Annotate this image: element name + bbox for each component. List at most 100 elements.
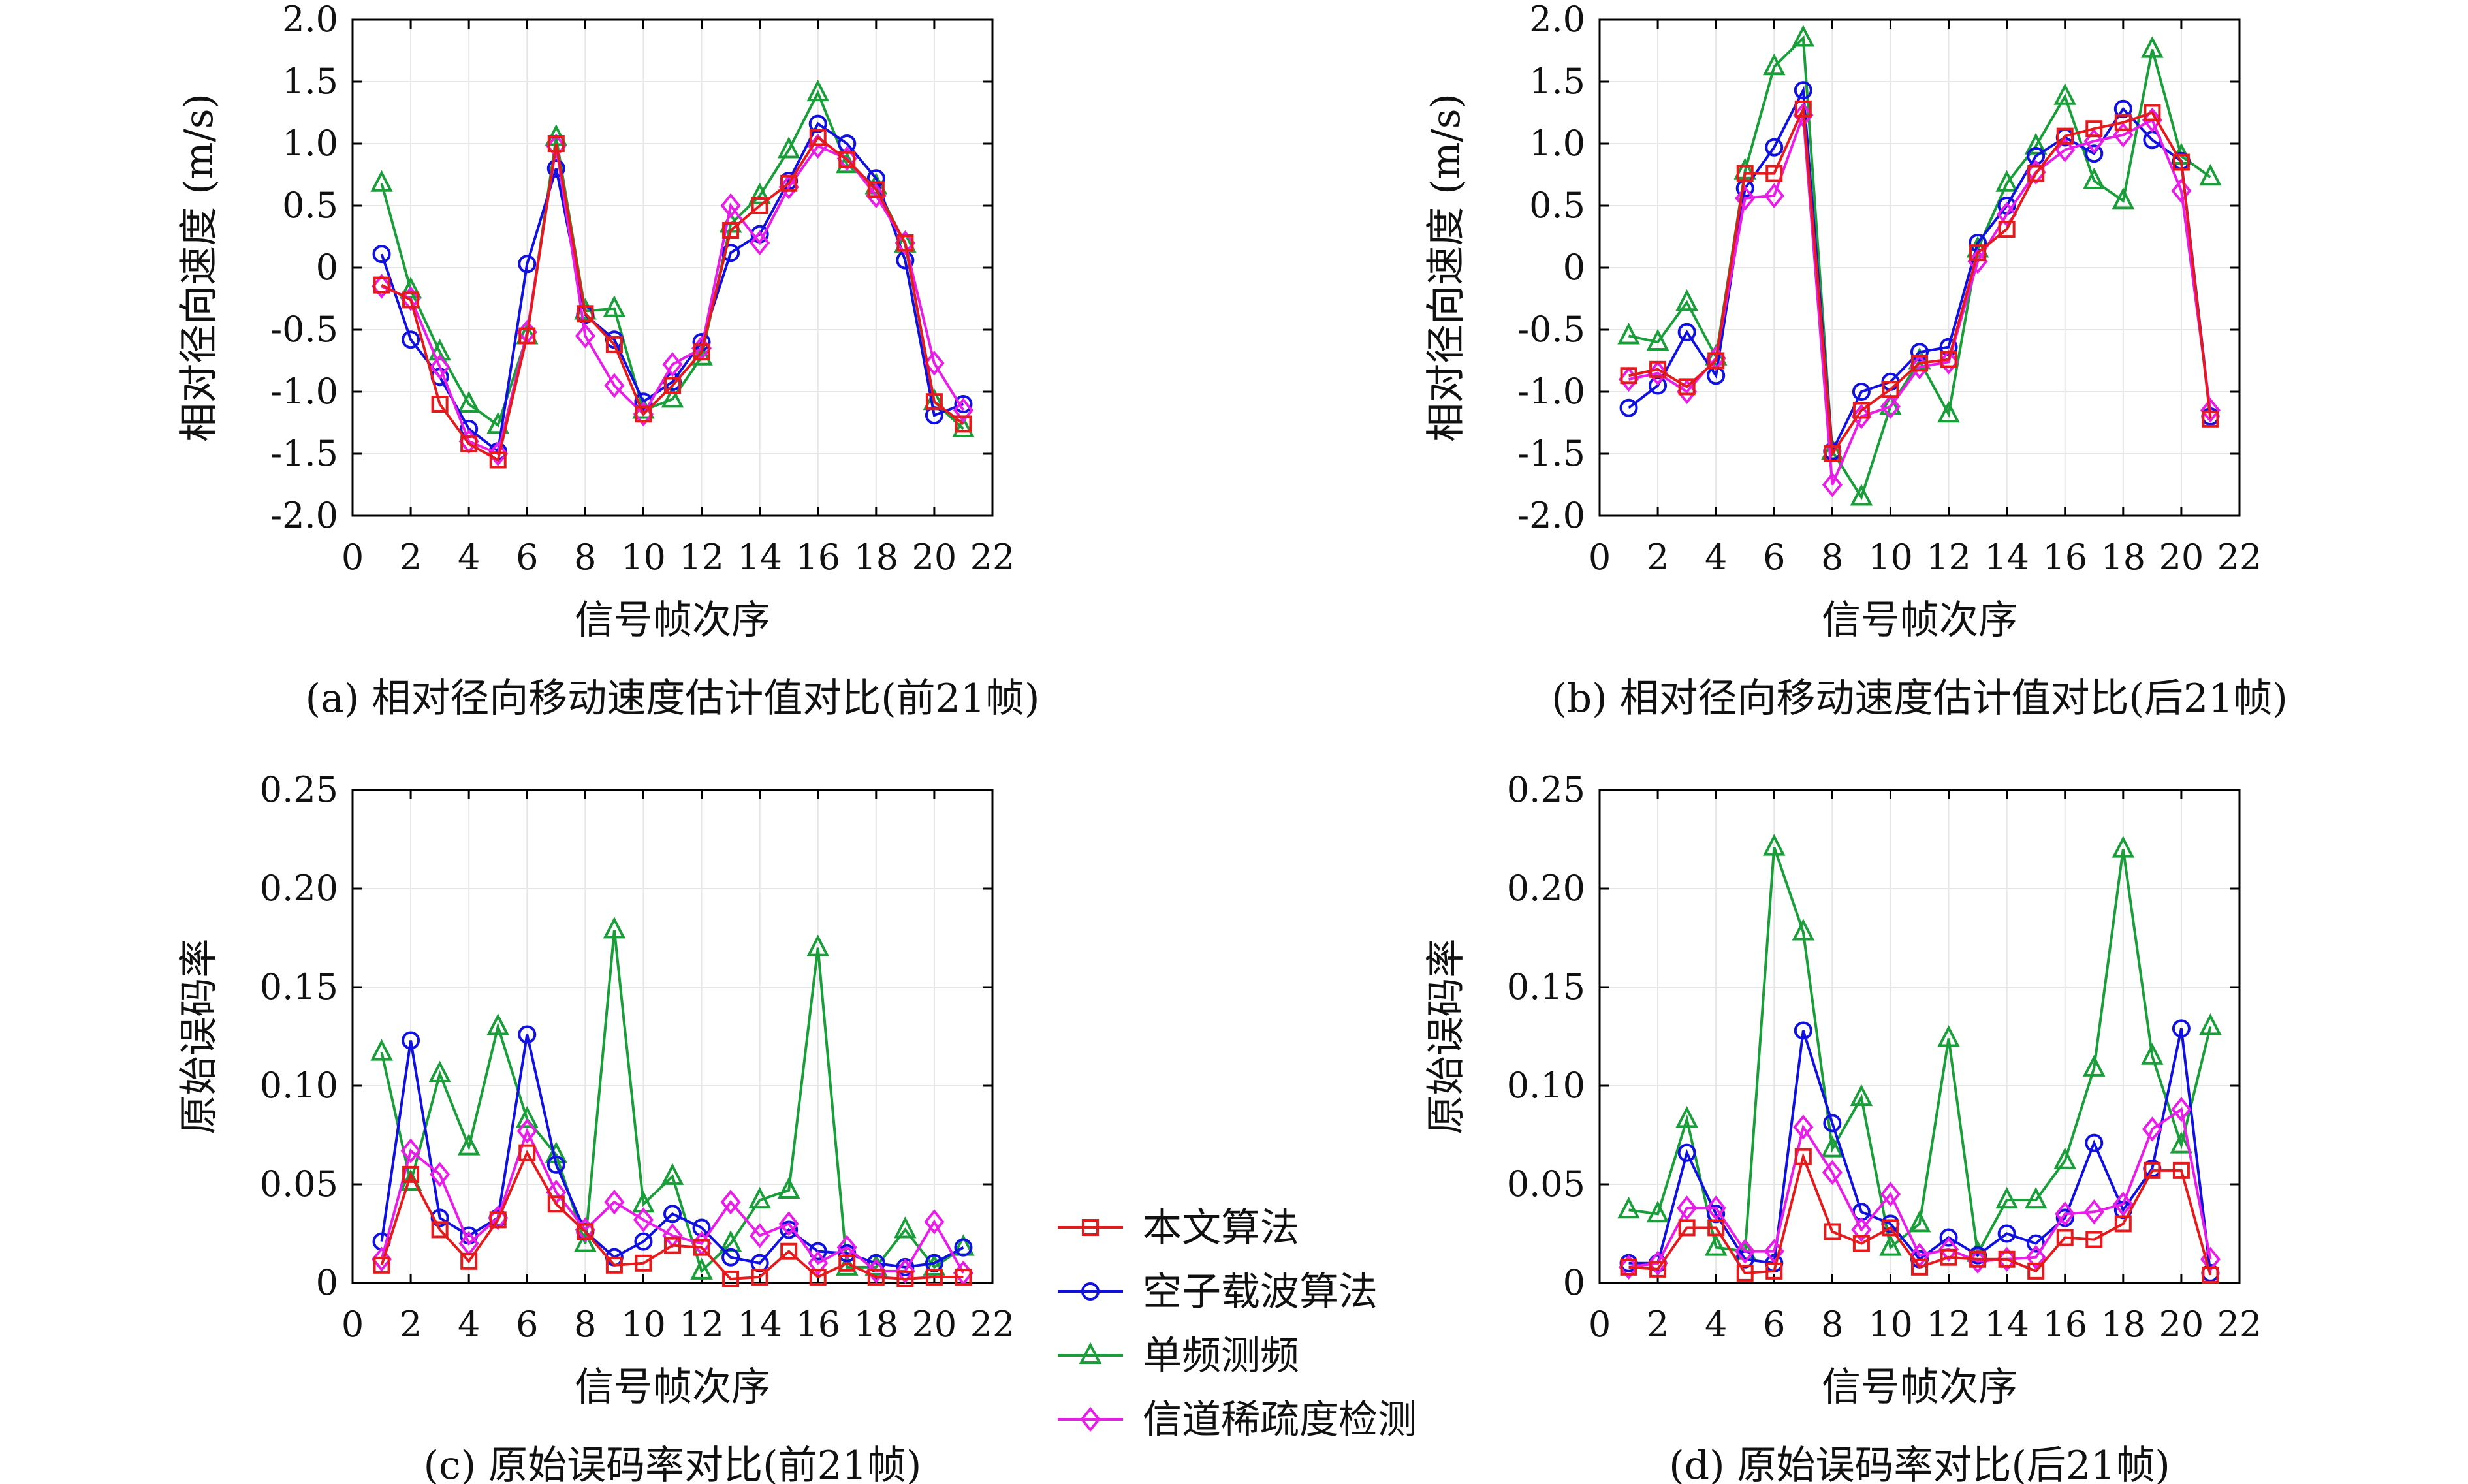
data-point <box>1938 1237 1959 1262</box>
data-point <box>1938 349 1959 375</box>
data-point <box>2114 1215 2132 1233</box>
y-tick-label: -1.0 <box>270 371 338 412</box>
data-point <box>720 1190 741 1215</box>
y-tick-label: -1.5 <box>1517 433 1585 474</box>
series-line <box>1628 103 2212 458</box>
data-point <box>2027 165 2045 182</box>
data-point <box>2141 1043 2164 1065</box>
series-subcarrier <box>1619 1019 2220 1282</box>
x-tick-label: 6 <box>516 1304 538 1345</box>
legend-entry-sparsity: 信道稀疏度检测 <box>1058 1397 1417 1443</box>
y-axis-label: 原始误码率 <box>1423 939 1469 1135</box>
y-tick-label: 1.5 <box>282 61 338 102</box>
data-point <box>2200 398 2221 423</box>
data-point <box>1677 323 1696 341</box>
x-tick-label: 4 <box>458 1304 480 1345</box>
data-point <box>2171 1097 2192 1122</box>
data-point <box>924 351 945 376</box>
data-point <box>748 1186 771 1209</box>
data-point <box>1707 352 1725 370</box>
data-point <box>2141 36 2164 58</box>
data-point <box>751 197 768 214</box>
data-point <box>664 1237 681 1254</box>
data-point <box>1617 323 1640 345</box>
x-tick-label: 6 <box>516 537 538 578</box>
data-point <box>402 1165 420 1183</box>
data-point <box>1998 1250 2016 1268</box>
legend-marker <box>1079 1342 1102 1364</box>
data-point <box>457 390 481 413</box>
data-point <box>1792 25 1815 47</box>
y-tick-label: 0.25 <box>260 769 338 810</box>
x-tick-label: 10 <box>1868 537 1913 578</box>
x-tick-label: 10 <box>1868 1304 1913 1345</box>
y-tick-label: 0 <box>1563 247 1585 288</box>
data-point <box>1620 367 1637 385</box>
x-tick-label: 18 <box>2100 1304 2145 1345</box>
x-tick-label: 16 <box>795 1304 840 1345</box>
data-point <box>806 934 830 956</box>
data-point <box>2113 122 2134 148</box>
data-point <box>1967 249 1988 274</box>
x-axis-label: 信号帧次序 <box>575 1365 770 1410</box>
x-axis-label: 信号帧次序 <box>1822 597 2017 643</box>
data-point <box>750 1223 770 1248</box>
data-point <box>720 193 741 219</box>
x-tick-label: 6 <box>1763 1304 1785 1345</box>
x-tick-label: 8 <box>574 537 596 578</box>
data-point <box>1705 1195 1726 1221</box>
y-tick-label: 0.15 <box>260 966 338 1007</box>
x-tick-label: 20 <box>2159 1304 2204 1345</box>
x-tick-label: 12 <box>1926 537 1971 578</box>
data-point <box>780 1220 799 1239</box>
data-point <box>402 291 420 309</box>
y-axis-label: 相对径向速度 (m/s) <box>176 93 222 442</box>
data-point <box>954 1238 973 1257</box>
data-point <box>838 1254 856 1272</box>
data-point <box>2142 1116 2162 1142</box>
data-point <box>518 255 537 274</box>
data-point <box>1937 1025 1960 1047</box>
series-line <box>1628 1107 2212 1269</box>
x-tick-label: 10 <box>621 1304 666 1345</box>
x-tick-label: 8 <box>1821 1304 1843 1345</box>
y-tick-label: 0.20 <box>1507 868 1585 909</box>
x-axis-label: 信号帧次序 <box>575 597 770 643</box>
data-point <box>2085 1231 2103 1248</box>
data-point <box>2172 1019 2191 1038</box>
data-point <box>1969 1250 1987 1268</box>
data-point <box>1765 1262 1783 1280</box>
x-tick-label: 14 <box>737 1304 782 1345</box>
y-tick-label: -0.5 <box>270 309 338 350</box>
x-tick-label: 22 <box>970 537 1015 578</box>
data-point <box>2114 114 2132 131</box>
data-point <box>1793 103 1814 128</box>
data-point <box>924 1209 945 1235</box>
data-point <box>2085 1133 2104 1152</box>
data-point <box>721 1248 740 1267</box>
x-tick-label: 4 <box>458 537 480 578</box>
data-point <box>1794 81 1812 100</box>
data-point <box>546 1155 565 1174</box>
legend-entry-ours: 本文算法 <box>1058 1205 1299 1251</box>
x-tick-label: 20 <box>2159 537 2204 578</box>
y-tick-label: 1.0 <box>1529 123 1585 164</box>
y-tick-label: 0 <box>316 247 338 288</box>
data-point <box>1619 398 1638 417</box>
data-point <box>1997 202 2017 227</box>
data-point <box>925 1268 943 1286</box>
x-tick-label: 20 <box>912 537 957 578</box>
y-tick-label: 0.5 <box>1529 185 1585 226</box>
data-point <box>838 151 856 168</box>
series-line <box>1628 846 2212 1258</box>
data-point <box>925 406 943 425</box>
data-point <box>574 1230 597 1252</box>
data-point <box>1939 1228 1958 1247</box>
x-tick-label: 12 <box>679 1304 724 1345</box>
data-point <box>1793 1114 1814 1140</box>
data-point <box>1995 1186 2018 1209</box>
data-point <box>575 323 595 349</box>
series-line <box>381 144 965 456</box>
data-point <box>2024 133 2048 155</box>
